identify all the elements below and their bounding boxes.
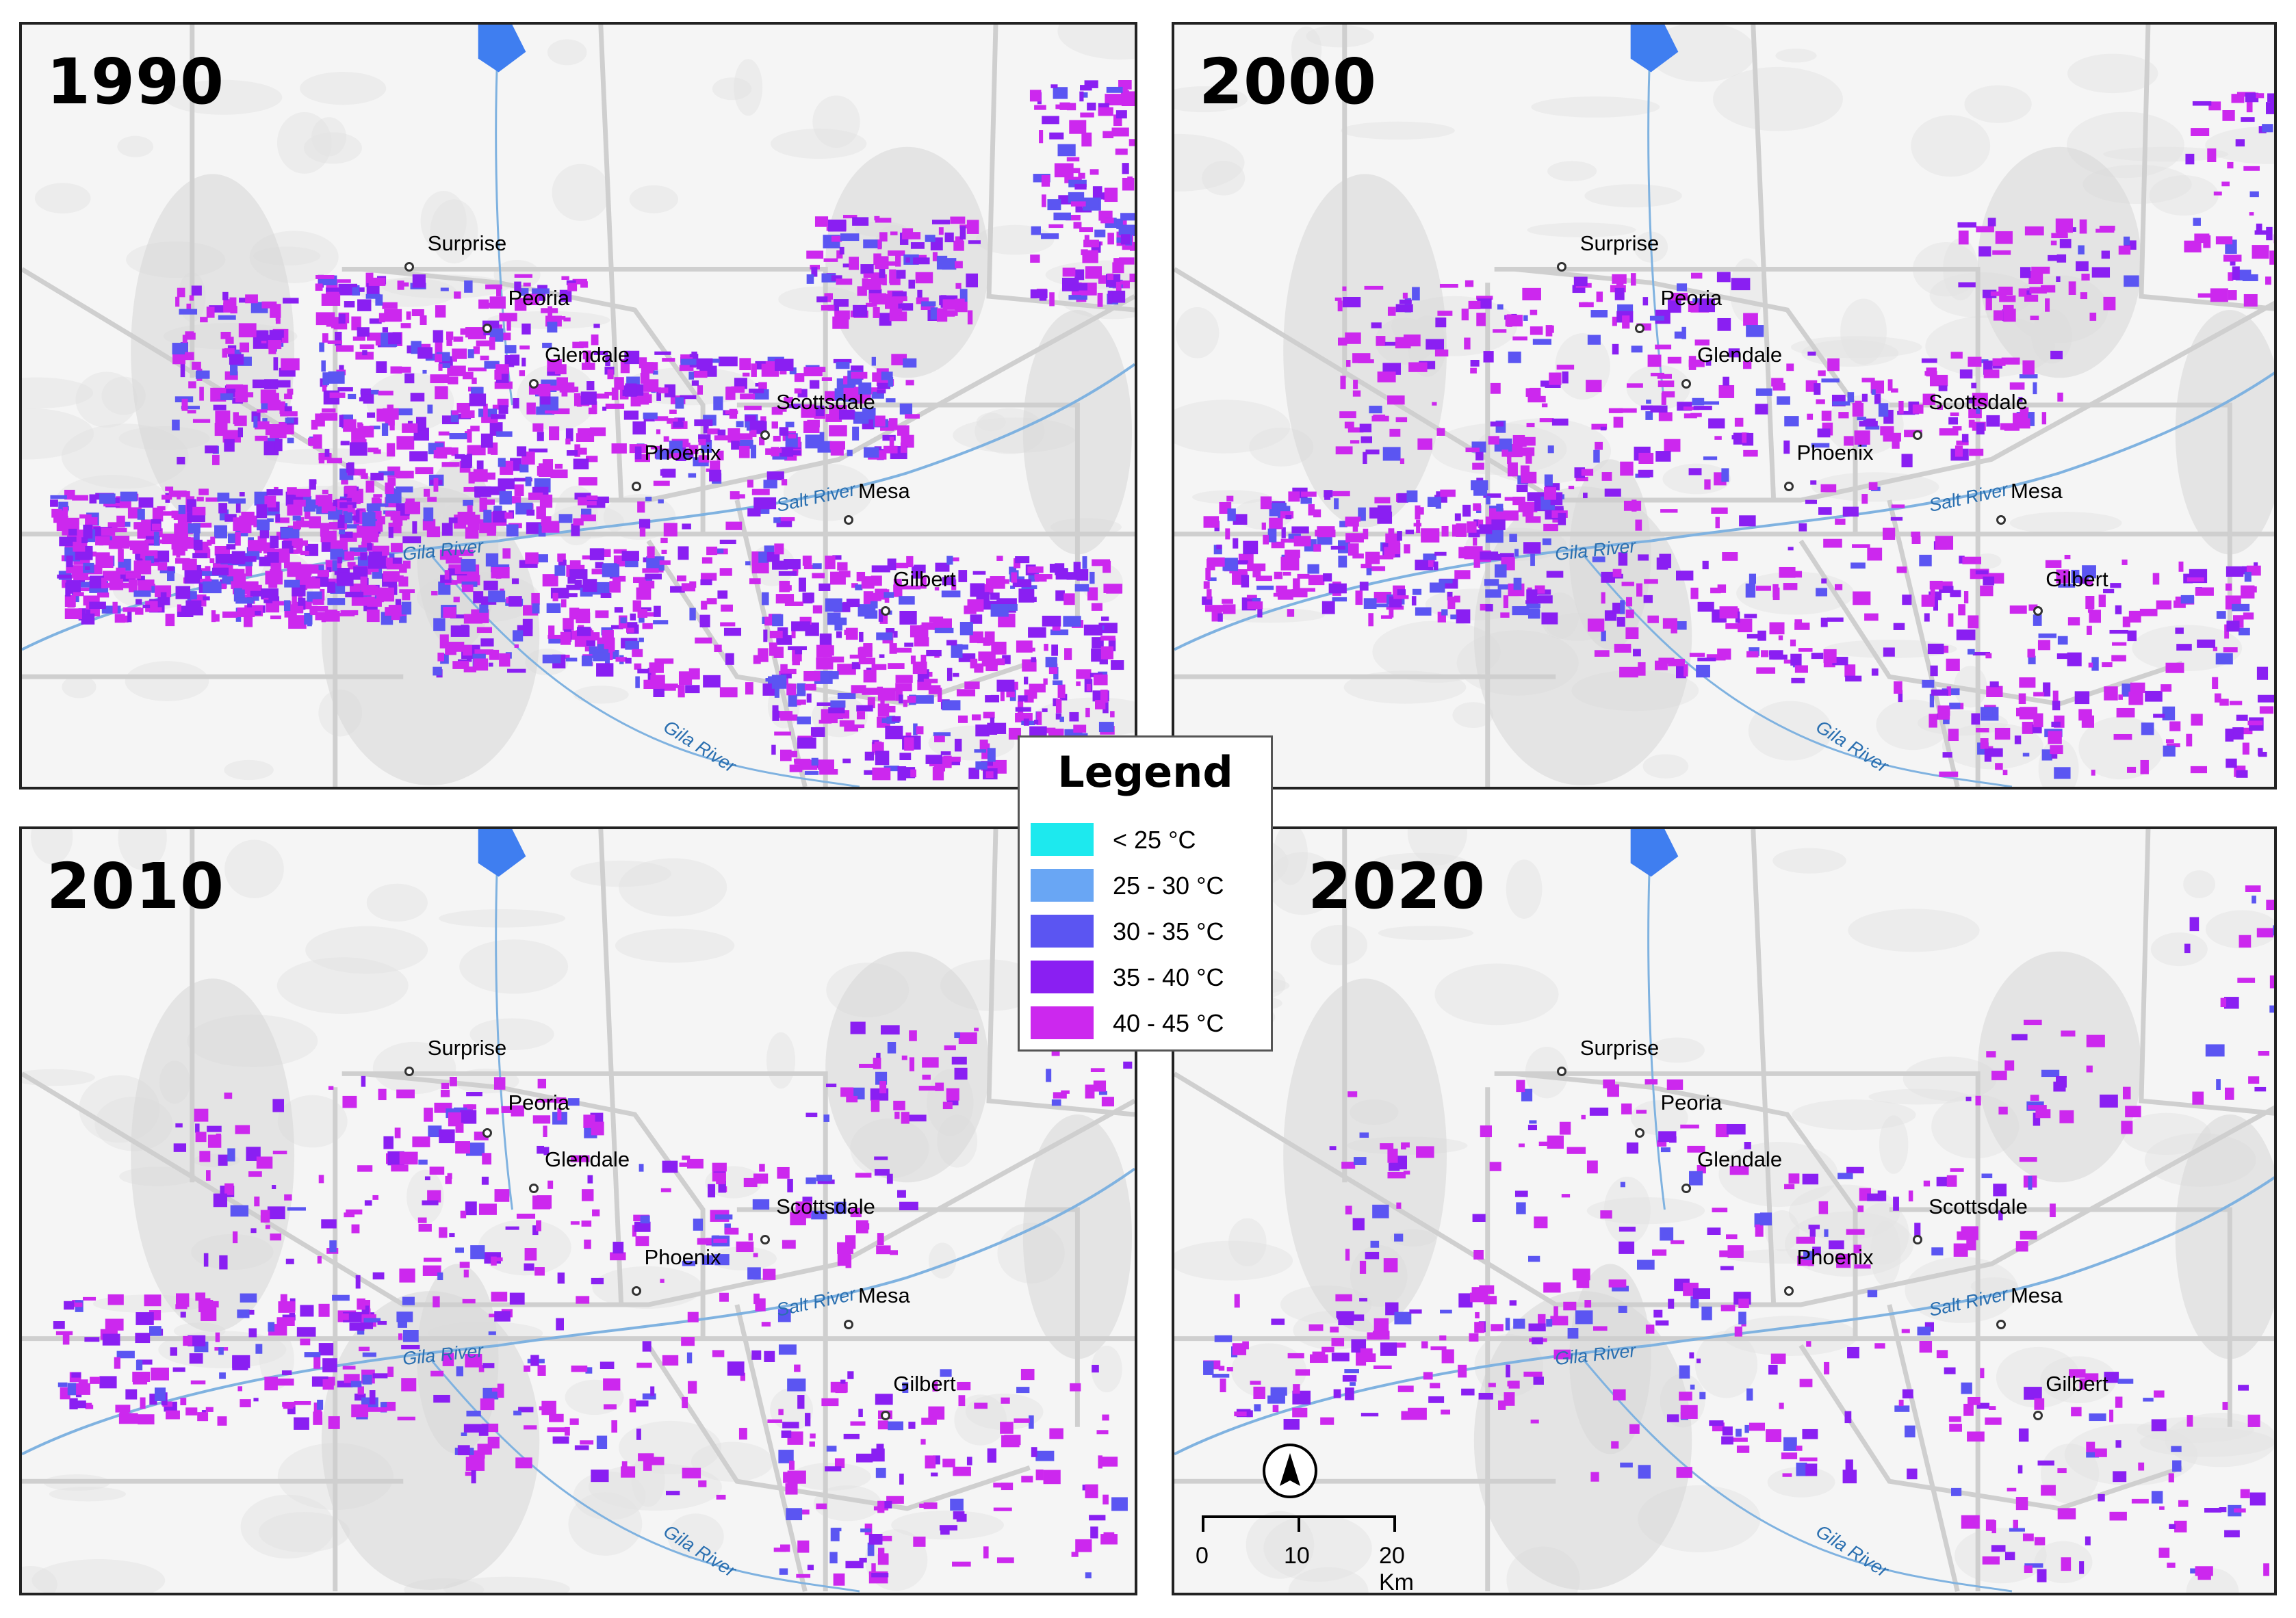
map-canvas-2010 (22, 829, 1135, 1593)
city-label-gilbert: Gilbert (2046, 1371, 2108, 1396)
city-label-gilbert: Gilbert (893, 1371, 956, 1396)
city-label-glendale: Glendale (1697, 1147, 1783, 1172)
city-label-mesa: Mesa (857, 479, 910, 504)
city-label-peoria: Peoria (508, 1090, 570, 1114)
legend-label: 40 - 45 °C (1113, 1009, 1224, 1037)
map-panel-2020: 2020 Surprise Peoria Glendale Scottsdale Pho… (1172, 826, 2277, 1595)
city-marker (1783, 482, 1794, 492)
legend-label: 30 - 35 °C (1113, 917, 1224, 945)
city-marker (1557, 1067, 1567, 1077)
city-marker (631, 1286, 641, 1296)
city-marker (631, 482, 641, 492)
city-label-phoenix: Phoenix (1796, 1245, 1874, 1270)
legend-label: 35 - 40 °C (1113, 963, 1224, 991)
city-label-surprise: Surprise (1579, 1036, 1660, 1060)
city-marker (880, 1411, 890, 1421)
city-marker (482, 1128, 492, 1138)
city-marker (1783, 1286, 1794, 1296)
city-label-glendale: Glendale (1697, 343, 1783, 367)
city-label-scottsdale: Scottsdale (776, 1194, 875, 1218)
map-canvas-2020 (1174, 829, 2274, 1593)
city-label-surprise: Surprise (427, 1036, 507, 1060)
city-label-glendale: Glendale (544, 1147, 630, 1172)
city-marker (1557, 262, 1567, 272)
city-marker (1681, 379, 1691, 389)
map-panel-2000: 2000 Surprise Peoria Glendale Scottsdale Pho… (1172, 22, 2277, 790)
city-marker (404, 1067, 415, 1077)
city-marker (2033, 1411, 2043, 1421)
city-label-peoria: Peoria (1660, 1090, 1723, 1114)
legend-swatch (1031, 1006, 1094, 1039)
legend-swatch (1031, 869, 1094, 902)
city-marker (404, 262, 415, 272)
city-label-mesa: Mesa (2010, 479, 2063, 504)
city-label-gilbert: Gilbert (2046, 566, 2108, 591)
city-label-phoenix: Phoenix (1796, 441, 1874, 465)
city-label-gilbert: Gilbert (893, 566, 956, 591)
north-arrow-icon (1263, 1444, 1317, 1498)
city-marker (844, 515, 854, 525)
city-marker (1996, 515, 2007, 525)
scale-tick-label: 10 (1284, 1543, 1310, 1569)
legend-label: 25 - 30 °C (1113, 872, 1224, 900)
legend-swatch (1031, 961, 1094, 993)
map-canvas-1990 (22, 25, 1135, 787)
year-label: 2010 (47, 850, 225, 923)
city-label-mesa: Mesa (2010, 1283, 2063, 1308)
city-label-scottsdale: Scottsdale (1929, 1194, 2028, 1218)
legend-title: Legend (1057, 747, 1233, 797)
city-marker (760, 430, 771, 441)
map-panel-1990: 1990 Surprise Peoria Glendale Scottsdale Pho… (19, 22, 1137, 790)
city-label-scottsdale: Scottsdale (1929, 389, 2028, 414)
year-label: 2020 (1308, 850, 1486, 923)
city-label-phoenix: Phoenix (644, 441, 721, 465)
city-marker (2033, 606, 2043, 616)
city-marker (1634, 324, 1644, 334)
city-label-peoria: Peoria (508, 285, 570, 310)
city-label-phoenix: Phoenix (644, 1245, 721, 1270)
city-label-surprise: Surprise (1579, 231, 1660, 256)
city-marker (1913, 430, 1923, 441)
city-label-surprise: Surprise (427, 231, 507, 256)
legend-label: < 25 °C (1113, 826, 1196, 854)
city-marker (529, 1184, 539, 1194)
map-canvas-2000 (1174, 25, 2274, 787)
city-marker (1634, 1128, 1644, 1138)
city-label-glendale: Glendale (544, 343, 630, 367)
city-marker (1913, 1235, 1923, 1245)
city-marker (529, 379, 539, 389)
city-marker (482, 324, 492, 334)
city-label-peoria: Peoria (1660, 285, 1723, 310)
city-label-mesa: Mesa (857, 1283, 910, 1308)
year-label: 1990 (47, 45, 225, 118)
legend-swatch (1031, 823, 1094, 856)
year-label: 2000 (1199, 45, 1378, 118)
scale-bar: 0 10 20 Km (1191, 1509, 1414, 1597)
city-marker (880, 606, 890, 616)
scale-tick-label: 20 Km (1379, 1543, 1414, 1595)
city-label-scottsdale: Scottsdale (776, 389, 875, 414)
city-marker (1996, 1320, 2007, 1330)
city-marker (760, 1235, 771, 1245)
legend-swatch (1031, 915, 1094, 948)
legend: Legend < 25 °C 25 - 30 °C 30 - 35 °C 35 … (1018, 735, 1273, 1052)
city-marker (844, 1320, 854, 1330)
city-marker (1681, 1184, 1691, 1194)
scale-tick-label: 0 (1196, 1543, 1209, 1569)
map-panel-2010: 2010 Surprise Peoria Glendale Scottsdale Pho… (19, 826, 1137, 1595)
